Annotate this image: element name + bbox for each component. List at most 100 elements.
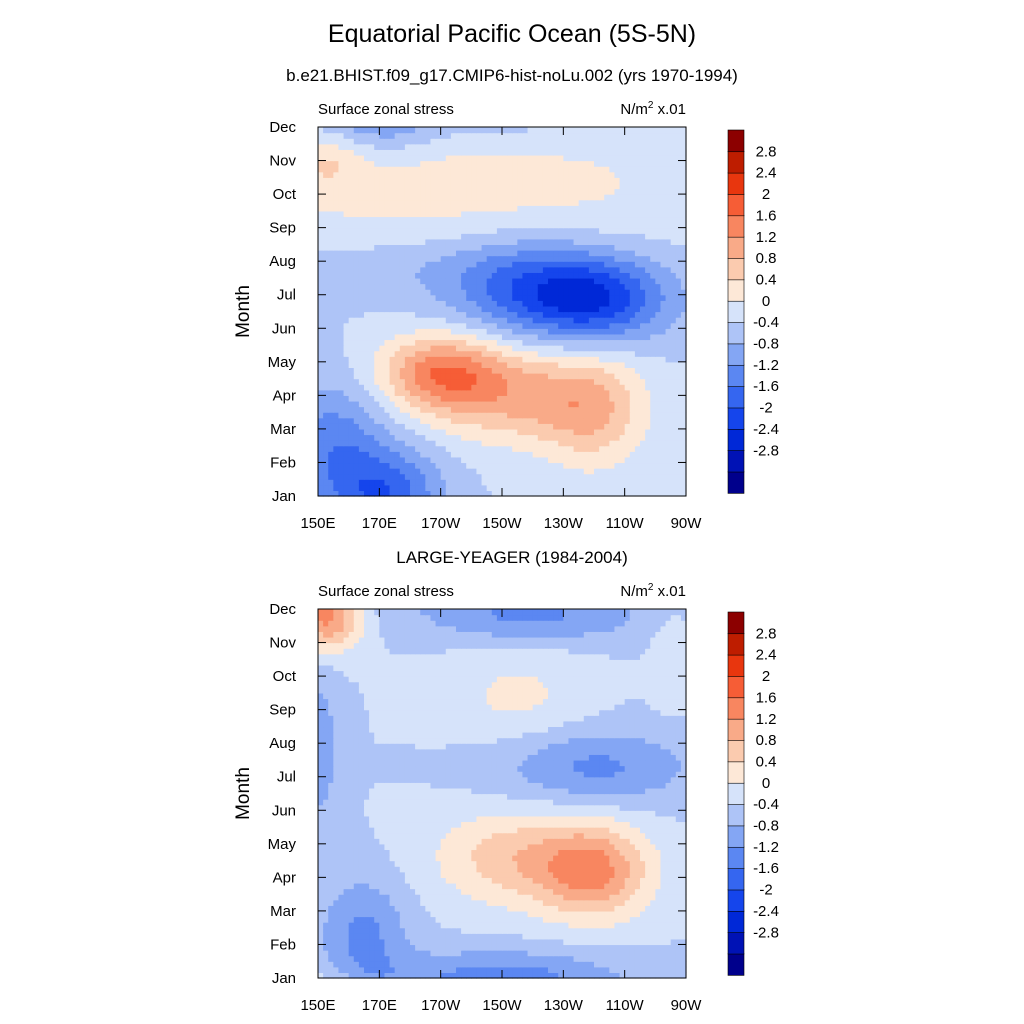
- contour-cell: [435, 378, 442, 385]
- contour-cell: [404, 171, 411, 178]
- contour-cell: [461, 462, 467, 469]
- contour-cell: [640, 266, 646, 273]
- contour-cell: [665, 171, 672, 178]
- contour-cell: [333, 473, 340, 480]
- contour-cell: [660, 255, 667, 262]
- contour-cell: [517, 412, 524, 419]
- contour-cell: [640, 143, 646, 150]
- contour-cell: [430, 289, 437, 296]
- contour-cell: [328, 972, 334, 979]
- contour-cell: [440, 266, 447, 273]
- contour-cell: [640, 328, 646, 335]
- contour-cell: [548, 445, 554, 452]
- contour-cell: [364, 127, 370, 134]
- contour-cell: [481, 177, 488, 184]
- contour-cell: [568, 345, 575, 352]
- contour-cell: [450, 289, 457, 296]
- contour-cell: [578, 305, 585, 313]
- contour-cell: [660, 384, 667, 391]
- contour-cell: [542, 149, 549, 156]
- contour-cell: [399, 412, 406, 419]
- contour-cell: [599, 479, 605, 486]
- contour-cell: [445, 367, 452, 374]
- contour-cell: [358, 378, 365, 385]
- contour-cell: [404, 412, 411, 419]
- contour-cell: [650, 216, 656, 223]
- contour-cell: [624, 423, 631, 430]
- contour-cell: [435, 199, 442, 206]
- contour-cell: [563, 127, 570, 134]
- contour-cell: [512, 177, 518, 184]
- contour-cell: [634, 479, 641, 486]
- contour-cell: [328, 149, 334, 156]
- contour-cell: [369, 261, 375, 268]
- contour-cell: [594, 479, 600, 486]
- contour-cell: [394, 423, 401, 430]
- contour-cell: [389, 412, 396, 419]
- contour-cell: [614, 434, 621, 441]
- contour-cell: [461, 127, 467, 134]
- contour-cell: [542, 473, 549, 480]
- contour-cell: [399, 966, 406, 974]
- contour-cell: [369, 412, 375, 419]
- contour-cell: [384, 261, 391, 268]
- contour-cell: [410, 378, 416, 385]
- contour-cell: [348, 468, 355, 475]
- contour-cell: [670, 127, 677, 134]
- contour-cell: [461, 473, 467, 480]
- contour-cell: [415, 233, 421, 240]
- contour-cell: [675, 384, 682, 391]
- contour-cell: [353, 255, 360, 262]
- contour-cell: [323, 199, 329, 206]
- contour-cell: [445, 199, 452, 206]
- contour-cell: [379, 384, 386, 391]
- contour-cell: [461, 350, 467, 357]
- contour-cell: [553, 400, 559, 408]
- contour-cell: [599, 473, 605, 480]
- contour-cell: [634, 149, 641, 156]
- contour-cell: [502, 154, 508, 162]
- contour-cell: [461, 149, 467, 156]
- contour-cell: [328, 456, 334, 464]
- contour-cell: [680, 373, 687, 380]
- contour-cell: [358, 423, 365, 430]
- contour-cell: [476, 972, 483, 979]
- contour-cell: [471, 462, 478, 469]
- contour-cell: [425, 177, 432, 184]
- contour-cell: [614, 339, 621, 346]
- contour-cell: [594, 188, 600, 195]
- contour-cell: [527, 311, 534, 318]
- contour-cell: [318, 188, 324, 195]
- contour-cell: [548, 177, 554, 184]
- y-tick-label: May: [268, 354, 297, 371]
- contour-cell: [517, 138, 524, 145]
- contour-cell: [650, 373, 656, 380]
- contour-cell: [394, 462, 401, 469]
- contour-cell: [594, 328, 600, 335]
- contour-cell: [476, 171, 483, 178]
- contour-cell: [343, 149, 350, 156]
- contour-cell: [655, 227, 662, 234]
- contour-cell: [425, 261, 432, 268]
- contour-cell: [343, 250, 350, 257]
- contour-cell: [415, 367, 421, 374]
- contour-cell: [476, 199, 483, 206]
- contour-cell: [568, 462, 575, 469]
- contour-cell: [333, 194, 340, 201]
- contour-cell: [338, 417, 345, 424]
- contour-cell: [338, 423, 345, 430]
- contour-cell: [680, 322, 687, 329]
- contour-cell: [553, 412, 559, 419]
- contour-cell: [522, 182, 529, 190]
- contour-cell: [578, 143, 585, 150]
- contour-cell: [389, 266, 396, 273]
- contour-cell: [466, 322, 472, 329]
- contour-cell: [624, 244, 631, 251]
- contour-cell: [670, 389, 677, 396]
- contour-cell: [450, 479, 457, 486]
- contour-cell: [369, 154, 375, 162]
- contour-cell: [384, 272, 391, 279]
- colorbar-label: 2.8: [756, 143, 777, 160]
- contour-cell: [394, 250, 401, 257]
- contour-cell: [568, 132, 575, 139]
